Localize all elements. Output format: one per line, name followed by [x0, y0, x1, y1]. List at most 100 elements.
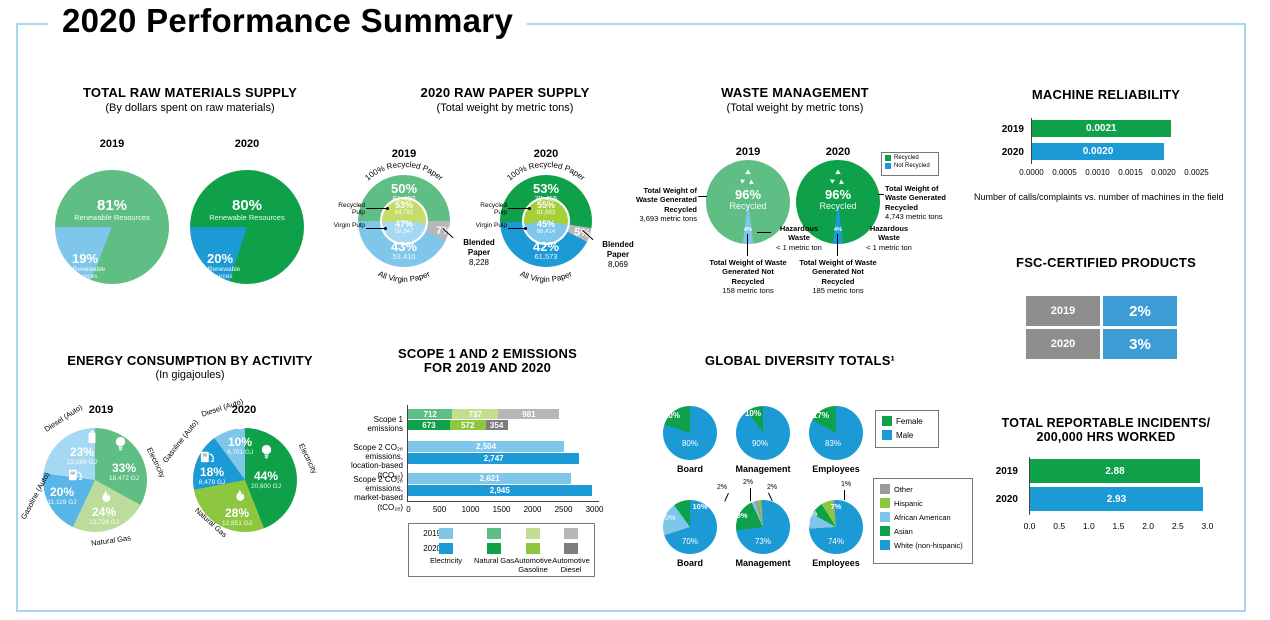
pct-callout: 2% [742, 479, 754, 486]
segment-value: 2,621 [479, 474, 500, 483]
tick: 0.0025 [1184, 168, 1209, 177]
value-label: 61,573 [534, 252, 558, 261]
segment-value: 2,747 [483, 454, 504, 463]
legend-column-label: Automotive Gasoline [514, 556, 552, 574]
pct-label: 74% [827, 537, 844, 546]
value-label: 18,472 GJ [109, 475, 139, 482]
legend-swatch [526, 543, 540, 554]
chart-caption: Number of calls/complaints vs. number of… [974, 192, 1224, 202]
pct-label: 55% [536, 200, 555, 210]
segment: 737 [452, 409, 499, 419]
segment-value: 354 [489, 420, 504, 430]
segment: 354 [485, 420, 508, 430]
legend-label: Asian [894, 526, 913, 536]
callout-title: Total Weight of Waste Generated Recycled [885, 184, 946, 212]
pie-raw-materials-2020 [190, 170, 304, 284]
tick: 0.0005 [1052, 168, 1077, 177]
emissions-legend: 2019 2020 Electricity Natural Gas Automo… [408, 523, 595, 577]
lightbulb-icon [115, 436, 126, 451]
tick: 2.0 [1142, 521, 1155, 531]
legend-column-label: Automotive Diesel [552, 556, 590, 574]
pulp-label: Recycled Pulp [338, 202, 365, 217]
recycle-icon [740, 169, 754, 185]
section-subtitle: (Total weight by metric tons) [726, 102, 864, 114]
callout-title: Hazardous Waste [869, 224, 909, 243]
fsc-value-cell: 2% [1103, 296, 1177, 326]
year-label: 2020 [533, 148, 559, 160]
tick: 2000 [523, 505, 542, 514]
pie-raw-materials-2019 [55, 170, 169, 284]
pct-callout: 2% [766, 484, 778, 491]
legend-swatch-asian [880, 526, 890, 536]
not-recycled-callout-2019: Total Weight of Waste Generated Not Recy… [708, 258, 788, 296]
value-label: 78,455 [534, 194, 558, 203]
incidents-section: TOTAL REPORTABLE INCIDENTS/ 200,000 HRS … [966, 415, 1256, 545]
gender-legend: Female Male [875, 410, 939, 448]
fsc-year-cell: 2019 [1026, 296, 1100, 326]
bar-category: 2019 [1001, 124, 1024, 135]
segment-value: 981 [522, 409, 536, 419]
tick: 0.5 [1053, 521, 1066, 531]
raw-materials-section: TOTAL RAW MATERIALS SUPPLY (By dollars s… [40, 82, 340, 317]
pct-label: 50% [390, 181, 418, 196]
pct-label: 96% [824, 187, 852, 202]
value-label: 11,119 GJ [47, 499, 77, 506]
tick: 1.0 [1082, 521, 1095, 531]
pct-label: 9% [799, 518, 811, 527]
legend-label: Recycled [894, 155, 919, 161]
pie-paper-2019-inner [380, 197, 428, 245]
pct-label: 18% [199, 465, 225, 479]
value-label: 13,728 GJ [89, 519, 119, 526]
bar-fill: 0.0020 [1032, 143, 1164, 160]
segment-value: 2,945 [489, 486, 510, 495]
arc-top-label: 100% Recycled Paper [505, 160, 587, 183]
callout-value: 158 metric tons [722, 286, 774, 296]
pulp-label: Virgin Pulp [333, 222, 365, 229]
section-title: FSC-CERTIFIED PRODUCTS [1016, 255, 1196, 270]
value-label: 4,701 GJ [226, 449, 254, 456]
pct-label: 80% [231, 197, 263, 214]
row-label: Scope 2 CO₂ₑ emissions, [353, 475, 403, 494]
year-label: 2019 [99, 138, 125, 150]
lightbulb-icon [261, 444, 272, 459]
row-label: market-based (tCO₂ₑ) [354, 493, 403, 512]
row-label: location-based (tCO₂ₑ) [350, 461, 403, 480]
legend-swatch [487, 543, 501, 554]
fuel-pump-icon [68, 469, 82, 481]
pct-label: 44% [253, 469, 279, 483]
arc-bottom-label: All Virgin Paper [519, 269, 574, 284]
pct-label: 53% [532, 181, 560, 196]
leader-line [366, 208, 388, 209]
row-label: Scope 2 CO₂ₑ emissions, [353, 443, 403, 462]
section-title: 2020 RAW PAPER SUPPLY [420, 85, 590, 100]
segment: 2,747 [408, 453, 580, 464]
slice-label: Recycled [729, 201, 767, 211]
leader-line [698, 196, 707, 197]
leader-line [837, 234, 838, 256]
year-label: 2020 [825, 146, 851, 158]
callout-label: Blended Paper [463, 238, 495, 257]
legend-swatch-male [882, 430, 892, 440]
page-title: 2020 Performance Summary [48, 2, 528, 40]
leader-dot [524, 227, 527, 230]
legend-swatch-recycled [885, 155, 891, 161]
tick: 2500 [554, 505, 573, 514]
legend-swatch [564, 528, 578, 539]
y-axis [407, 405, 408, 501]
tick: 1000 [461, 505, 480, 514]
blended-callout: Blended Paper 8,069 [591, 240, 645, 270]
tick: 0.0000 [1019, 168, 1044, 177]
pct-label: 7% [830, 502, 842, 511]
pct-label: 23% [69, 445, 95, 459]
raw-paper-section: 2020 RAW PAPER SUPPLY (Total weight by m… [334, 82, 665, 317]
page-border [16, 23, 1246, 612]
pct-label: 70% [681, 537, 698, 546]
x-axis [407, 501, 599, 502]
tick: 1500 [492, 505, 511, 514]
legend-column-label: Electricity [429, 556, 463, 565]
tick: 0.0010 [1085, 168, 1110, 177]
callout-label: Blended Paper [602, 240, 634, 259]
bar-2020: 2.93 [1030, 487, 1207, 511]
year-label: 2020 [234, 138, 260, 150]
leader-line [508, 228, 526, 229]
